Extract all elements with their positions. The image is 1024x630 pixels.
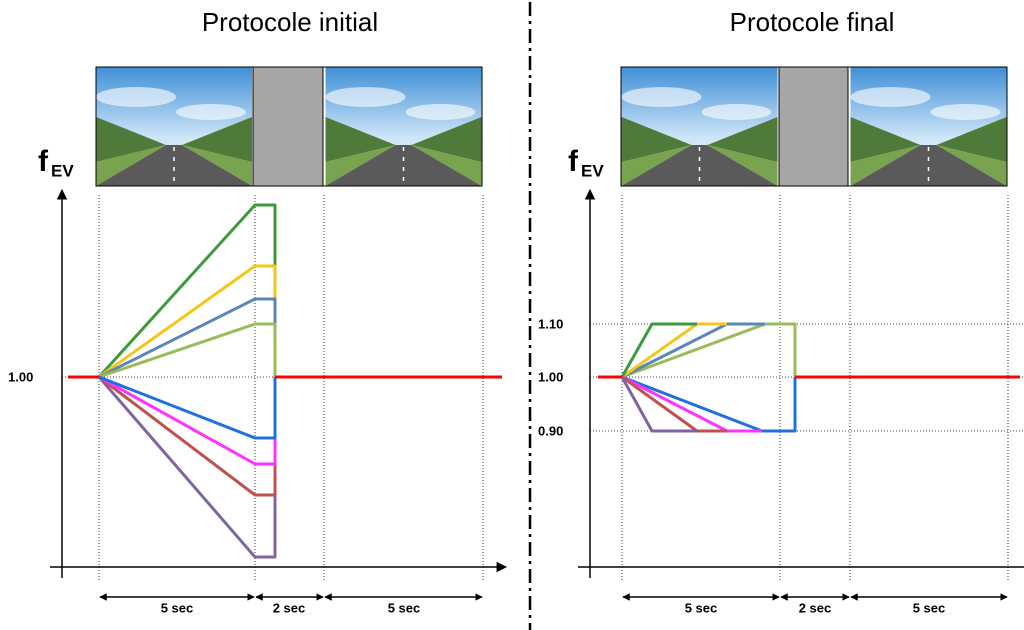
- y-label-sub: EV: [51, 161, 74, 180]
- duration-label: 2 sec: [273, 600, 306, 615]
- profiles: [598, 322, 1020, 433]
- panel-final: Protocole final f EV 1.10 1.00 0.90 5 se…: [538, 7, 1024, 615]
- y-label-sub: EV: [581, 161, 604, 180]
- y-label: f: [568, 145, 579, 178]
- image-frame: [95, 66, 483, 187]
- profiles: [68, 203, 502, 559]
- duration-label: 5 sec: [913, 600, 946, 615]
- y-label: f: [38, 145, 49, 178]
- panel-title: Protocole initial: [202, 7, 378, 37]
- duration-label: 2 sec: [799, 600, 832, 615]
- panel-title: Protocole final: [730, 7, 895, 37]
- road-image: [621, 67, 778, 186]
- duration-label: 5 sec: [388, 600, 421, 615]
- road-image: [96, 67, 252, 186]
- y-tick-label: 1.00: [538, 369, 563, 384]
- gray-screen: [252, 66, 324, 187]
- gray-screen: [778, 66, 849, 187]
- road-image: [850, 67, 1007, 186]
- duration-label: 5 sec: [161, 600, 194, 615]
- duration-label: 5 sec: [685, 600, 718, 615]
- road-image: [325, 67, 482, 186]
- panel-initial: Protocole initial f EV 1.00 5 sec 2 sec …: [8, 7, 508, 615]
- y-tick-label: 1.00: [8, 369, 33, 384]
- y-tick-label: 1.10: [538, 316, 563, 331]
- y-tick-label: 0.90: [538, 423, 563, 438]
- time-gridlines: [590, 195, 1024, 580]
- image-frame: [620, 66, 1008, 187]
